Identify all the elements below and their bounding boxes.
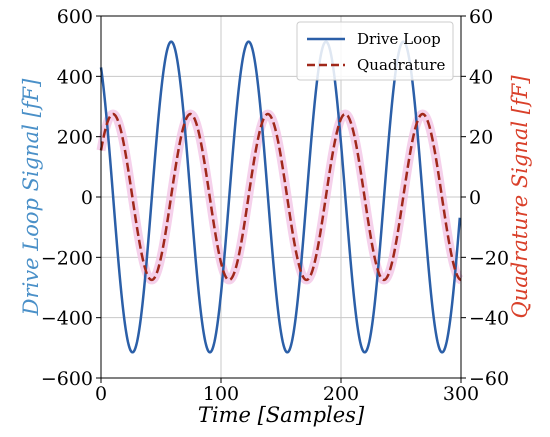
- left-y-tick-label: 400: [57, 66, 93, 88]
- right-y-axis-ticks: −60 −40 −20 0 20 40 60: [461, 6, 509, 390]
- x-tick-label: 100: [203, 383, 239, 405]
- right-y-tick-label: −20: [469, 247, 509, 269]
- x-axis-ticks: 0 100 200 300: [95, 378, 479, 405]
- legend: Drive Loop Quadrature: [296, 21, 454, 81]
- x-tick-label: 0: [95, 383, 107, 405]
- x-tick-label: 300: [443, 383, 479, 405]
- left-y-axis-label: Drive Loop Signal [fF]: [19, 78, 43, 316]
- left-y-tick-label: 600: [57, 6, 93, 28]
- left-y-tick-label: −200: [41, 247, 93, 269]
- legend-label-drive-loop: Drive Loop: [357, 30, 441, 48]
- left-y-tick-label: −600: [41, 368, 93, 390]
- right-y-tick-label: −60: [469, 368, 509, 390]
- legend-label-quadrature: Quadrature: [357, 56, 445, 74]
- right-y-axis-label: Quadrature Signal [fF]: [508, 75, 532, 319]
- left-y-tick-label: 0: [81, 187, 93, 209]
- x-axis-label: Time [Samples]: [198, 403, 365, 427]
- left-y-tick-label: −400: [41, 308, 93, 330]
- right-y-tick-label: −40: [469, 308, 509, 330]
- left-y-tick-label: 200: [57, 127, 93, 149]
- left-y-axis-ticks: −600 −400 −200 0 200 400 600: [41, 6, 101, 390]
- right-y-tick-label: 60: [469, 6, 493, 28]
- x-tick-label: 200: [323, 383, 359, 405]
- right-y-tick-label: 20: [469, 127, 493, 149]
- right-y-tick-label: 40: [469, 66, 493, 88]
- series-quadrature-line: [99, 112, 462, 282]
- right-y-tick-label: 0: [469, 187, 481, 209]
